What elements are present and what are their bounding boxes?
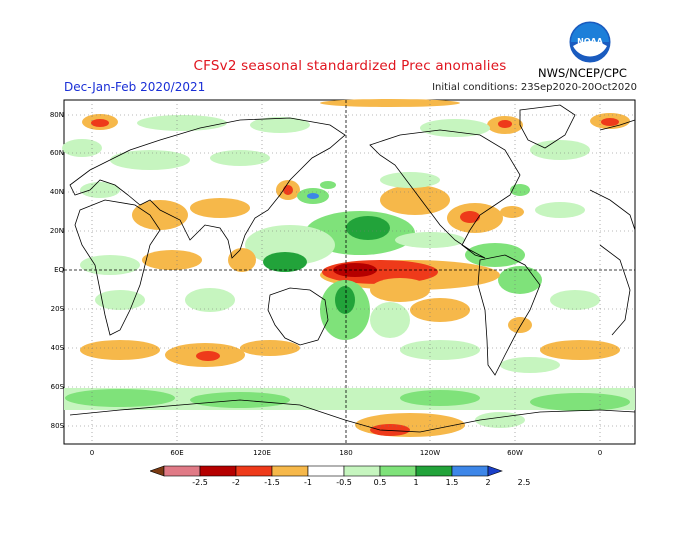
lat-label: 80N xyxy=(49,111,64,119)
colorbar-swatch xyxy=(199,465,237,477)
lon-label: 0 xyxy=(597,449,603,457)
lon-label: 180 xyxy=(339,449,353,457)
lat-label: 60S xyxy=(50,383,64,391)
colorbar-swatch xyxy=(163,465,201,477)
colorbar-swatch xyxy=(343,465,381,477)
coastlines xyxy=(69,104,636,433)
lat-label: 20N xyxy=(49,227,64,235)
colorbar-tick-label: -1.5 xyxy=(264,478,280,487)
initial-conditions: Initial conditions: 23Sep2020-20Oct2020 xyxy=(432,82,637,93)
lat-label: 20S xyxy=(50,305,64,313)
colorbar-tick-label: -1 xyxy=(304,478,312,487)
graticule xyxy=(64,100,635,444)
lon-label: 120W xyxy=(419,449,441,457)
colorbar-tick-label: -2 xyxy=(232,478,240,487)
equator-and-dateline xyxy=(64,100,635,444)
noaa-logo-icon: NOAA xyxy=(568,20,612,64)
colorbar-swatch xyxy=(271,465,309,477)
colorbar-tick-label: 1.5 xyxy=(445,478,459,487)
colorbar-swatch xyxy=(415,465,453,477)
colorbar-swatch xyxy=(235,465,273,477)
lat-label: 40N xyxy=(49,188,64,196)
colorbar-tick-label: 0.5 xyxy=(373,478,387,487)
colorbar xyxy=(150,465,503,477)
lon-label: 0 xyxy=(89,449,95,457)
lat-label: EQ xyxy=(54,266,64,274)
colorbar-swatch xyxy=(307,465,345,477)
lat-label: 60N xyxy=(49,149,64,157)
anomaly-shading xyxy=(62,99,635,437)
logo-text: NOAA xyxy=(577,37,603,46)
colorbar-tick-label: 2.5 xyxy=(517,478,531,487)
lon-label: 60W xyxy=(507,449,523,457)
colorbar-tick-label: -0.5 xyxy=(336,478,352,487)
colorbar-tick-label: 1 xyxy=(413,478,419,487)
lon-label: 120E xyxy=(253,449,271,457)
colorbar-tick-label: -2.5 xyxy=(192,478,208,487)
lat-label: 80S xyxy=(50,422,64,430)
colorbar-swatch xyxy=(379,465,417,477)
colorbar-end-low xyxy=(150,465,165,477)
lat-label: 40S xyxy=(50,344,64,352)
agency-label: NWS/NCEP/CPC xyxy=(538,66,627,80)
colorbar-end-high xyxy=(487,465,503,477)
colorbar-tick-label: 2 xyxy=(485,478,491,487)
forecast-period: Dec-Jan-Feb 2020/2021 xyxy=(64,80,206,94)
colorbar-swatch xyxy=(451,465,489,477)
lon-label: 60E xyxy=(170,449,184,457)
map-title: CFSv2 seasonal standardized Prec anomali… xyxy=(193,58,507,74)
